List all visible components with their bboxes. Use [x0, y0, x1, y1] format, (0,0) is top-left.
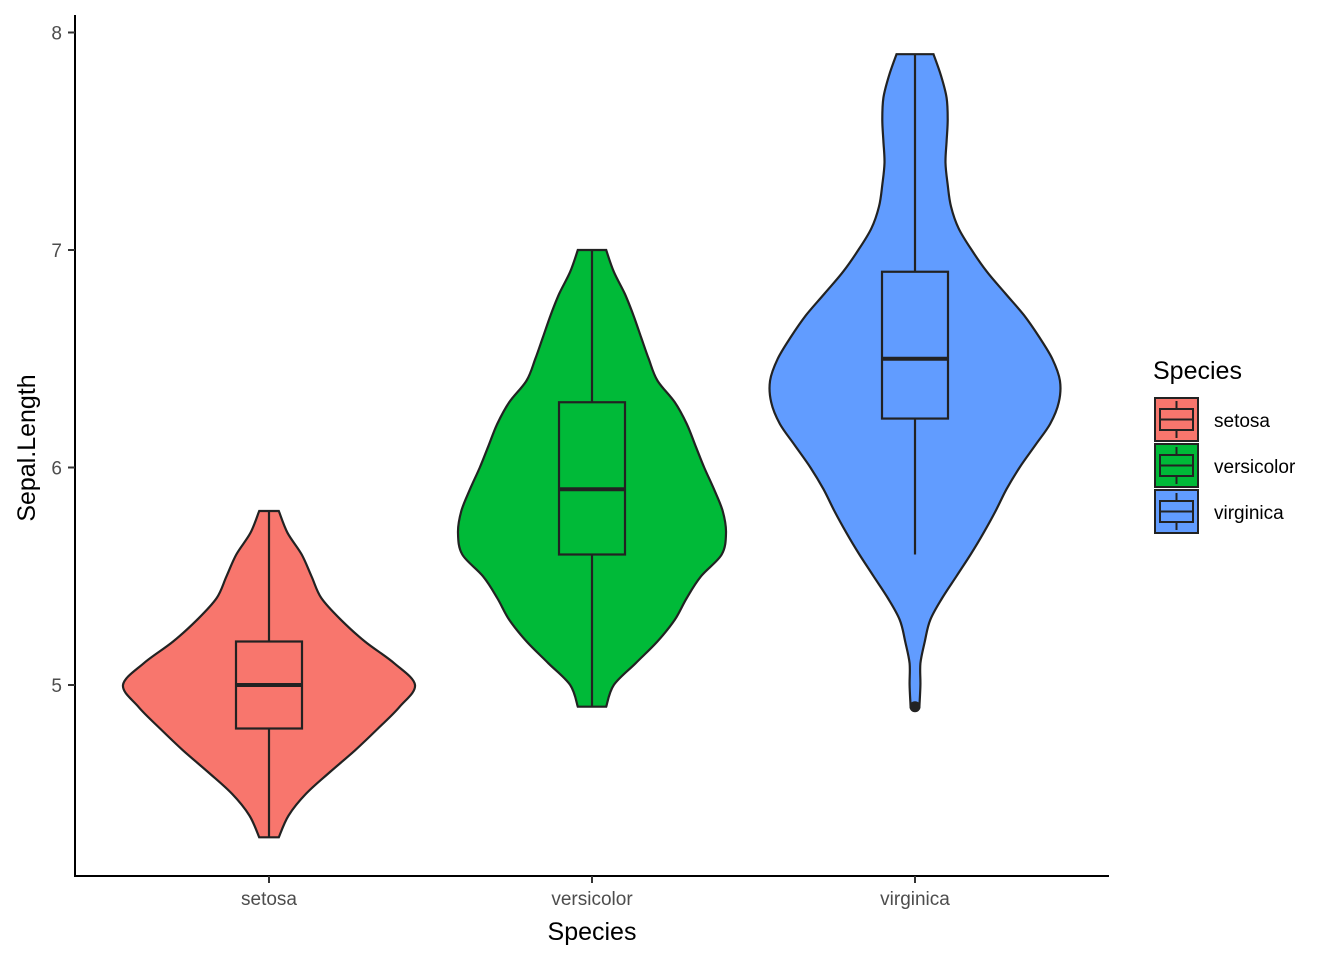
legend: Species setosa versicolor virginica — [1153, 357, 1296, 534]
legend-label-versicolor: versicolor — [1214, 457, 1296, 478]
box-virginica — [880, 270, 950, 420]
x-axis-title: Species — [548, 918, 637, 946]
outlier-virginica — [909, 701, 921, 713]
y-ticks: 5 6 7 8 — [51, 24, 75, 697]
violin-setosa — [121, 509, 417, 839]
x-ticks: setosa versicolor virginica — [241, 876, 950, 910]
violins-layer — [121, 53, 1062, 839]
y-tick-label-5: 5 — [51, 676, 62, 697]
box-versicolor — [557, 401, 627, 556]
violin-group-setosa — [121, 509, 417, 839]
x-tick-label-setosa: setosa — [241, 889, 297, 910]
y-axis-title: Sepal.Length — [13, 374, 41, 521]
y-tick-label-6: 6 — [51, 459, 62, 480]
x-tick-label-virginica: virginica — [880, 889, 950, 910]
y-tick-label-8: 8 — [51, 24, 62, 45]
legend-title: Species — [1153, 357, 1242, 385]
violin-group-virginica — [768, 53, 1062, 713]
legend-key-virginica — [1154, 489, 1199, 534]
y-tick-label-7: 7 — [51, 241, 62, 262]
legend-label-virginica: virginica — [1214, 503, 1284, 524]
violin-versicolor — [456, 248, 728, 708]
legend-key-setosa — [1154, 397, 1199, 442]
violin-virginica — [768, 53, 1062, 708]
violin-group-versicolor — [456, 248, 728, 708]
legend-label-setosa: setosa — [1214, 411, 1270, 432]
legend-key-versicolor — [1154, 443, 1199, 488]
x-tick-label-versicolor: versicolor — [551, 889, 633, 910]
